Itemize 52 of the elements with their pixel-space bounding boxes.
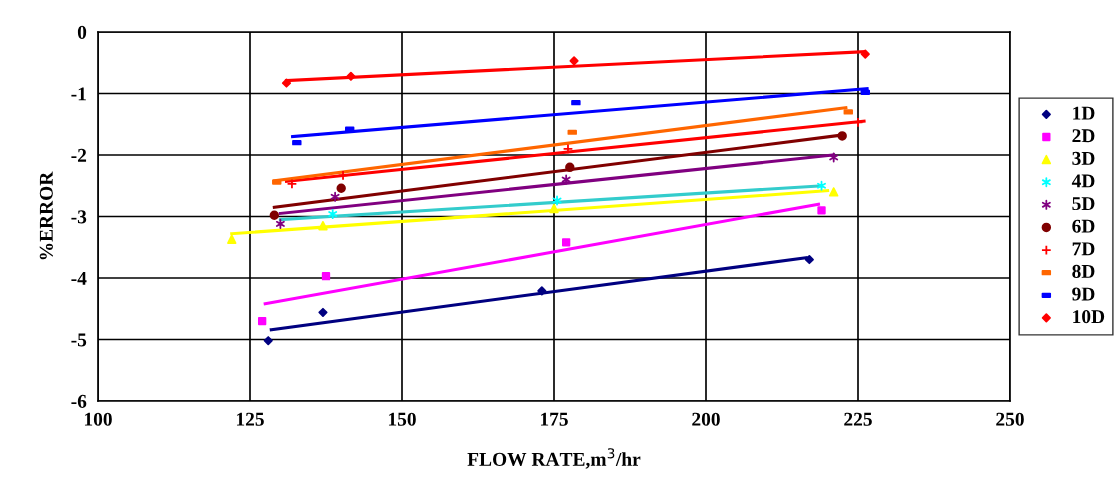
point	[804, 254, 814, 265]
legend-label: 7D	[1072, 242, 1095, 256]
x-tick-label: 100	[84, 412, 112, 426]
x-axis-title: FLOW RATE,m$^{3}$/hr	[467, 448, 641, 469]
x-tick-label: 125	[236, 412, 264, 426]
point	[569, 56, 579, 66]
point	[330, 191, 340, 202]
point	[346, 71, 356, 81]
point	[263, 336, 273, 346]
y-tick-label: -5	[71, 333, 87, 347]
point	[257, 316, 267, 326]
point	[561, 238, 571, 247]
point	[537, 286, 547, 296]
point	[318, 307, 328, 318]
point	[328, 209, 338, 220]
point	[829, 152, 839, 163]
y-tick-label: -2	[71, 148, 87, 162]
y-axis-title: %ERROR	[39, 171, 53, 260]
x-tick-label: 250	[996, 412, 1024, 426]
legend-label: 5D	[1072, 197, 1095, 211]
point	[227, 234, 237, 244]
point	[281, 78, 292, 88]
point	[817, 206, 826, 215]
point	[318, 221, 328, 231]
point	[828, 187, 839, 197]
legend-label: 2D	[1072, 129, 1095, 143]
point	[321, 271, 331, 281]
point	[565, 162, 575, 173]
y-tick-label: -1	[71, 87, 86, 101]
x-tick-label: 225	[844, 412, 872, 426]
legend-label: 3D	[1072, 151, 1095, 165]
y-tick-label: -4	[71, 271, 87, 285]
legend-label: 9D	[1072, 287, 1095, 301]
legend-label: 6D	[1072, 219, 1095, 233]
point	[860, 49, 870, 59]
x-tick-label: 200	[692, 412, 720, 426]
point	[549, 203, 559, 214]
y-tick-label: 0	[77, 25, 87, 39]
x-tick-label: 150	[388, 412, 416, 426]
point	[336, 183, 346, 193]
point	[269, 210, 280, 220]
point	[561, 174, 571, 185]
y-tick-label: -3	[71, 210, 87, 224]
legend-label: 8D	[1072, 264, 1095, 278]
legend-label: 10D	[1073, 310, 1105, 324]
point	[275, 218, 285, 229]
point	[562, 143, 574, 155]
legend-label: 4D	[1071, 174, 1095, 188]
point	[837, 131, 847, 141]
x-tick-label: 175	[540, 412, 568, 426]
legend-label: 1D	[1073, 106, 1095, 120]
y-tick-label: -6	[71, 394, 87, 408]
